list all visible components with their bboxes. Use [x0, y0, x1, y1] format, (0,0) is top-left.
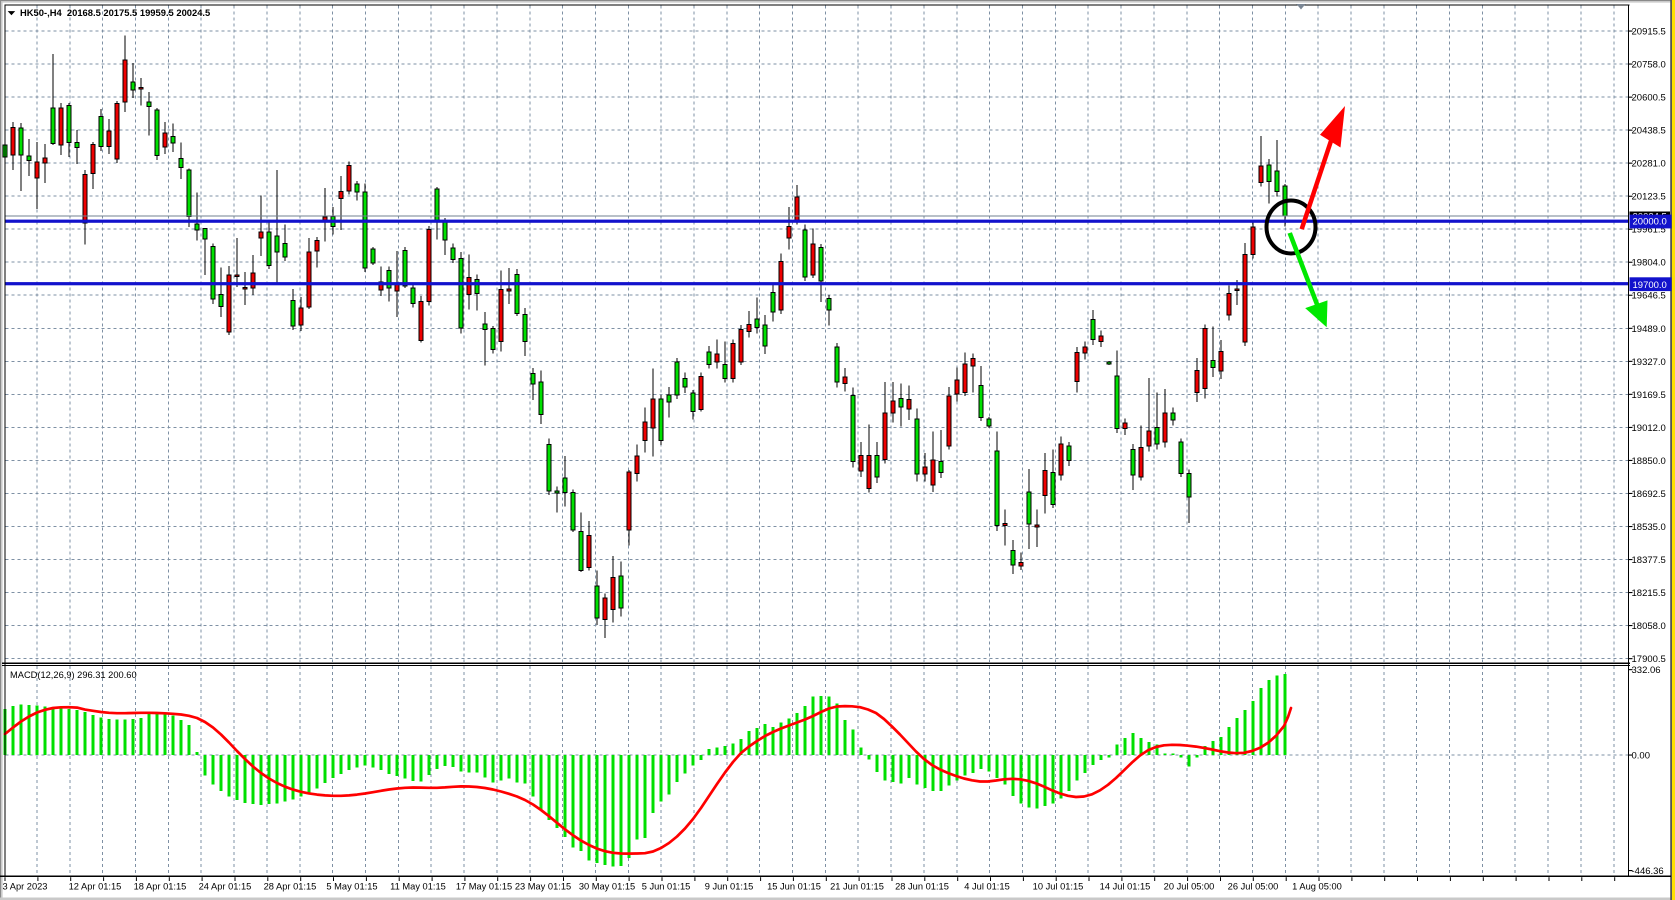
svg-text:1 Aug 05:00: 1 Aug 05:00: [1292, 881, 1342, 891]
svg-text:20000.0: 20000.0: [1633, 217, 1667, 228]
svg-text:19012.0: 19012.0: [1632, 423, 1666, 434]
svg-text:20600.5: 20600.5: [1632, 93, 1666, 104]
svg-text:15 Jun 01:15: 15 Jun 01:15: [767, 881, 821, 891]
svg-text:19961.5: 19961.5: [1632, 225, 1666, 236]
svg-text:18 Apr 01:15: 18 Apr 01:15: [134, 881, 187, 891]
svg-text:18058.0: 18058.0: [1632, 621, 1666, 632]
svg-text:4 Jul 01:15: 4 Jul 01:15: [964, 881, 1010, 891]
svg-text:19489.0: 19489.0: [1632, 324, 1666, 335]
svg-text:12 Apr 01:15: 12 Apr 01:15: [69, 881, 122, 891]
svg-text:18377.5: 18377.5: [1632, 555, 1666, 566]
svg-text:17900.5: 17900.5: [1632, 654, 1666, 665]
svg-text:332.06: 332.06: [1632, 665, 1661, 676]
svg-text:19804.0: 19804.0: [1632, 258, 1666, 269]
svg-text:18850.0: 18850.0: [1632, 456, 1666, 467]
svg-text:11 May 01:15: 11 May 01:15: [390, 881, 446, 891]
svg-text:28 Jun 01:15: 28 Jun 01:15: [895, 881, 949, 891]
svg-text:9 Jun 01:15: 9 Jun 01:15: [705, 881, 754, 891]
svg-text:20 Jul 05:00: 20 Jul 05:00: [1164, 881, 1215, 891]
svg-text:18215.5: 18215.5: [1632, 588, 1666, 599]
svg-text:10 Jul 01:15: 10 Jul 01:15: [1033, 881, 1084, 891]
svg-text:23 May 01:15: 23 May 01:15: [515, 881, 571, 891]
svg-text:14 Jul 01:15: 14 Jul 01:15: [1100, 881, 1151, 891]
svg-text:19646.5: 19646.5: [1632, 291, 1666, 302]
svg-text:20281.0: 20281.0: [1632, 159, 1666, 170]
svg-text:-446.36: -446.36: [1632, 866, 1664, 877]
svg-text:17 May 01:15: 17 May 01:15: [456, 881, 512, 891]
svg-text:MACD(12,26,9) 296.31 200.60: MACD(12,26,9) 296.31 200.60: [10, 670, 137, 680]
svg-text:0.00: 0.00: [1632, 751, 1651, 762]
svg-text:18692.5: 18692.5: [1632, 489, 1666, 500]
svg-text:24 Apr 01:15: 24 Apr 01:15: [199, 881, 252, 891]
svg-text:20915.5: 20915.5: [1632, 27, 1666, 38]
svg-text:20438.5: 20438.5: [1632, 126, 1666, 137]
svg-text:5 May 01:15: 5 May 01:15: [326, 881, 377, 891]
svg-text:19169.5: 19169.5: [1632, 390, 1666, 401]
svg-text:20123.5: 20123.5: [1632, 192, 1666, 203]
svg-text:18535.0: 18535.0: [1632, 522, 1666, 533]
svg-text:20758.0: 20758.0: [1632, 60, 1666, 71]
svg-text:19327.0: 19327.0: [1632, 357, 1666, 368]
svg-text:26 Jul 05:00: 26 Jul 05:00: [1228, 881, 1279, 891]
svg-text:28 Apr 01:15: 28 Apr 01:15: [264, 881, 317, 891]
svg-text:19700.0: 19700.0: [1633, 280, 1667, 291]
svg-text:30 May 01:15: 30 May 01:15: [579, 881, 635, 891]
svg-text:HK50-,H4 20168.5 20175.5 1995: HK50-,H4 20168.5 20175.5 19959.5 20024.5: [20, 7, 210, 18]
svg-text:5 Jun 01:15: 5 Jun 01:15: [642, 881, 691, 891]
svg-text:21 Jun 01:15: 21 Jun 01:15: [830, 881, 884, 891]
svg-text:3 Apr 2023: 3 Apr 2023: [3, 881, 48, 891]
